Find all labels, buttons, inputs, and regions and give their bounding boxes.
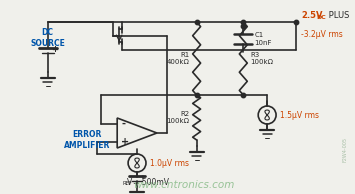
Text: ERROR
AMPLIFIER: ERROR AMPLIFIER (64, 130, 110, 150)
Text: PLUS: PLUS (326, 11, 349, 20)
Text: = 500mV: = 500mV (133, 178, 169, 187)
Text: C1
10nF: C1 10nF (254, 32, 272, 46)
Text: V: V (127, 178, 132, 187)
Text: R3
100kΩ: R3 100kΩ (250, 52, 273, 65)
Text: 1.0μV rms: 1.0μV rms (150, 158, 189, 167)
Text: R1
400kΩ: R1 400kΩ (167, 52, 190, 65)
Text: +: + (139, 174, 145, 180)
Text: 1.5μV rms: 1.5μV rms (280, 111, 319, 120)
Text: DC: DC (317, 15, 327, 20)
Text: F2W4-005: F2W4-005 (343, 138, 348, 163)
Text: +: + (121, 137, 129, 147)
Text: DC
SOURCE: DC SOURCE (30, 28, 65, 48)
Text: 2.5V: 2.5V (301, 11, 322, 20)
Text: www.cntronics.com: www.cntronics.com (133, 180, 234, 190)
Text: -3.2μV rms: -3.2μV rms (301, 30, 343, 39)
Text: -: - (121, 119, 125, 129)
Text: R2
100kΩ: R2 100kΩ (167, 111, 190, 124)
Text: REF: REF (122, 181, 132, 186)
Text: +: + (51, 46, 58, 55)
